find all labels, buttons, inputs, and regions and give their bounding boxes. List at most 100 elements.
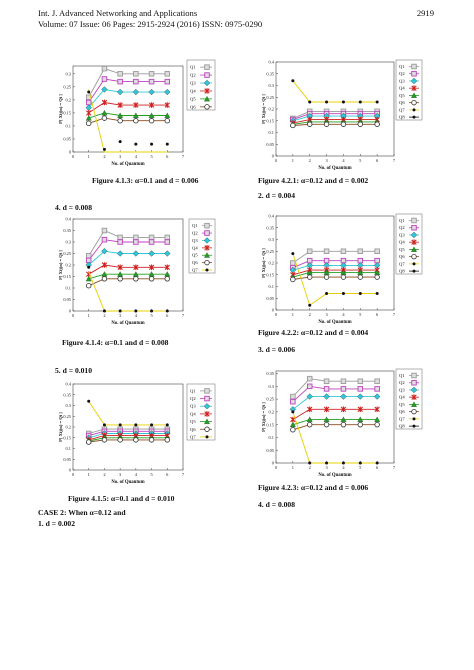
x-tick-label: 5 <box>359 158 362 163</box>
data-point <box>165 142 169 146</box>
data-point <box>323 386 330 392</box>
legend-entry-q2: Q2 <box>399 380 405 385</box>
legend-entry-q3: Q3 <box>190 81 196 86</box>
legend-marker <box>204 259 210 266</box>
legend-entry-q1: Q1 <box>190 65 196 70</box>
series-q8 <box>87 265 169 313</box>
data-point <box>117 234 123 241</box>
y-tick-label: 0.15 <box>63 435 71 440</box>
legend-marker <box>411 217 417 224</box>
data-point <box>117 276 123 282</box>
data-point <box>340 386 347 392</box>
data-point <box>150 309 154 313</box>
legend-entry-q7: Q7 <box>190 434 196 439</box>
data-point <box>165 309 169 313</box>
data-point <box>118 140 122 144</box>
y-tick-label: 0 <box>272 154 275 159</box>
data-point <box>375 461 379 465</box>
data-point <box>306 383 313 390</box>
data-point <box>101 262 108 268</box>
legend-entry-q3: Q3 <box>192 238 198 243</box>
legend-entry-q4: Q4 <box>190 411 196 416</box>
subhead-d-0-008-right: 4. d = 0.008 <box>258 500 296 509</box>
y-tick-label: 0 <box>69 468 72 473</box>
data-point <box>118 423 122 427</box>
data-point <box>323 121 330 127</box>
data-point <box>164 250 171 257</box>
caption-figure-4-2-3: Figure 4.2.3: α=0.12 and d = 0.006 <box>258 483 369 492</box>
x-tick-label: 6 <box>376 465 379 470</box>
legend-entry-q3: Q3 <box>399 232 405 237</box>
y-tick-label: 0.1 <box>269 130 275 135</box>
y-axis-label: P[ Xij(n) = Qi ] <box>58 250 63 280</box>
series-line <box>292 260 378 269</box>
data-point <box>164 239 171 245</box>
legend-marker <box>412 115 416 119</box>
legend-marker <box>204 388 210 394</box>
x-axis-label: No. of Quantum <box>111 480 144 485</box>
legend-marker <box>410 77 418 85</box>
data-point <box>306 416 313 423</box>
series-line <box>88 89 168 153</box>
data-point <box>148 112 155 118</box>
data-point <box>291 410 295 414</box>
data-point <box>357 274 363 280</box>
y-tick-label: 0.2 <box>66 263 72 268</box>
series-q8 <box>87 399 169 427</box>
x-axis-label: No. of Quantum <box>111 321 144 326</box>
x-tick-label: 3 <box>119 313 122 318</box>
legend-marker <box>411 239 417 245</box>
legend-marker <box>412 417 416 421</box>
data-point <box>117 264 123 271</box>
legend-marker <box>411 394 417 400</box>
series-line <box>292 271 378 278</box>
x-tick-label: 7 <box>182 313 185 318</box>
x-tick-label: 7 <box>182 154 185 159</box>
x-axis-label: No. of Quantum <box>111 162 144 167</box>
y-tick-label: 0.2 <box>269 107 275 112</box>
data-point <box>133 239 139 245</box>
caption-figure-4-1-3: Figure 4.1.3: α=0.1 and d = 0.006 <box>92 176 199 185</box>
series-line <box>88 435 168 441</box>
x-axis-label: No. of Quantum <box>318 320 351 325</box>
y-axis-label: P[ Xij(n) = Qi ] <box>58 412 63 442</box>
x-tick-label: 5 <box>150 154 153 159</box>
legend-marker <box>411 85 417 91</box>
legend-marker <box>411 372 417 379</box>
y-axis-label: P[ Xij(n) = Qi ] <box>261 248 266 278</box>
legend-marker <box>204 418 210 425</box>
x-tick-label: 4 <box>342 465 345 470</box>
legend-entry-q3: Q3 <box>399 387 405 392</box>
x-tick-label: 7 <box>393 312 396 317</box>
subhead-d-0-010-left: 5. d = 0.010 <box>55 366 93 375</box>
x-tick-label: 2 <box>309 465 311 470</box>
series-line <box>292 378 378 397</box>
x-tick-label: 4 <box>135 154 138 159</box>
x-tick-label: 1 <box>292 312 294 317</box>
data-point <box>132 88 140 96</box>
data-point <box>164 88 171 96</box>
x-tick-label: 2 <box>103 472 105 477</box>
data-point <box>325 100 329 104</box>
legend-marker <box>204 88 210 94</box>
data-point <box>290 416 296 423</box>
data-point <box>116 88 124 96</box>
data-point <box>148 88 155 96</box>
y-tick-label: 0.1 <box>66 124 72 129</box>
series-q2 <box>290 383 380 405</box>
data-point <box>374 378 380 384</box>
y-tick-label: 0 <box>69 150 72 155</box>
series-line <box>292 424 378 431</box>
data-point <box>86 282 92 289</box>
series-q3 <box>85 86 171 111</box>
data-point <box>290 276 296 283</box>
legend-entry-q4: Q4 <box>190 88 196 93</box>
legend-marker <box>203 403 211 410</box>
legend-marker <box>205 268 209 272</box>
data-point <box>101 227 108 234</box>
data-point <box>340 378 347 384</box>
data-point <box>101 115 108 121</box>
series-q8 <box>291 410 379 465</box>
data-point <box>102 423 106 427</box>
x-tick-label: 1 <box>88 472 90 477</box>
